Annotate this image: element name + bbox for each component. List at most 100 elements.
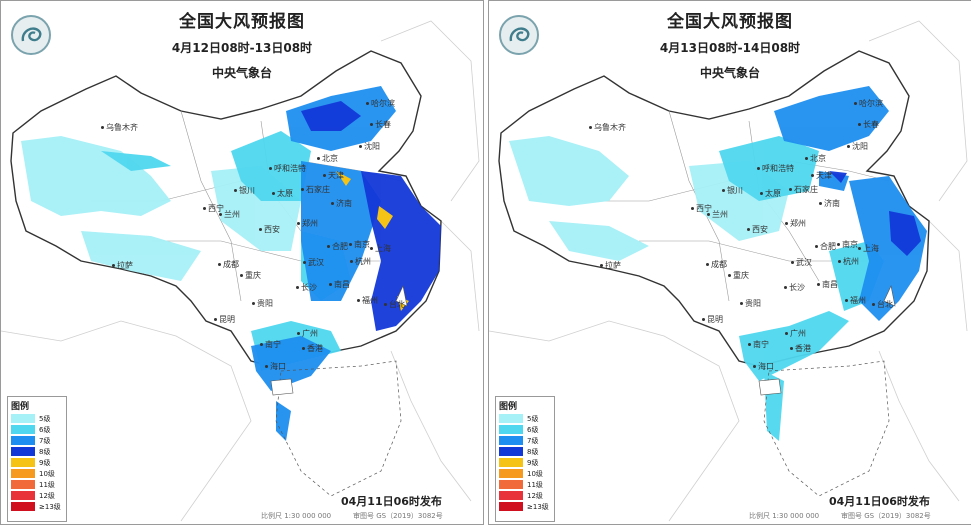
city-label: 济南: [331, 199, 352, 208]
city-label: 重庆: [728, 271, 749, 280]
legend-label: 6级: [527, 426, 539, 434]
city-label: 西安: [747, 225, 768, 234]
forecast-map-panel-left: 全国大风预报图 4月12日08时-13日08时 中央气象台 乌鲁木齐 哈尔滨 长…: [0, 0, 484, 525]
city-label: 香港: [790, 344, 811, 353]
legend-swatch: [11, 469, 35, 478]
city-label: 南宁: [748, 340, 769, 349]
city-label: 西宁: [203, 204, 224, 213]
city-label: 西安: [259, 225, 280, 234]
city-label: 成都: [218, 260, 239, 269]
legend-swatch: [11, 425, 35, 434]
city-label: 广州: [297, 329, 318, 338]
city-label: 拉萨: [112, 261, 133, 270]
city-label: 昆明: [214, 315, 235, 324]
map-scale: 比例尺 1:30 000 000: [749, 512, 820, 520]
city-label: 福州: [357, 296, 378, 305]
cma-logo-icon: [11, 15, 51, 55]
legend-swatch: [499, 447, 523, 456]
issuing-agency: 中央气象台: [211, 66, 272, 80]
issue-time: 04月11日06时发布: [341, 495, 442, 508]
city-label: 银川: [722, 186, 743, 195]
legend-label: 7级: [527, 437, 539, 445]
legend-label: 5级: [527, 415, 539, 423]
china-map: [489, 20, 968, 522]
city-label: 合肥: [815, 242, 836, 251]
city-label: 台北: [384, 300, 405, 309]
legend-swatch: [499, 425, 523, 434]
map-legend: 图例 5级 6级 7级 8级 9级 10级 11级 12级 ≥13级: [7, 396, 67, 522]
forecast-period: 4月12日08时-13日08时: [171, 41, 313, 55]
city-label: 南京: [349, 240, 370, 249]
legend-label: 12级: [527, 492, 543, 500]
legend-swatch: [11, 502, 35, 511]
city-label: 兰州: [707, 210, 728, 219]
legend-swatch: [499, 436, 523, 445]
legend-swatch: [11, 480, 35, 489]
legend-swatch: [499, 480, 523, 489]
city-label: 呼和浩特: [757, 164, 794, 173]
city-label: 济南: [819, 199, 840, 208]
city-label: 南宁: [260, 340, 281, 349]
city-label: 太原: [760, 189, 781, 198]
map-title: 全国大风预报图: [667, 12, 793, 32]
legend-label: 11级: [527, 481, 543, 489]
legend-label: ≥13级: [39, 503, 61, 511]
legend-swatch: [11, 447, 35, 456]
legend-swatch: [499, 414, 523, 423]
legend-label: ≥13级: [527, 503, 549, 511]
map-title: 全国大风预报图: [179, 12, 305, 32]
legend-swatch: [499, 458, 523, 467]
city-label: 郑州: [785, 219, 806, 228]
city-label: 武汉: [303, 258, 324, 267]
legend-label: 7级: [39, 437, 51, 445]
city-label: 台北: [872, 300, 893, 309]
city-label: 长春: [370, 120, 391, 129]
city-label: 南京: [837, 240, 858, 249]
legend-label: 8级: [527, 448, 539, 456]
city-label: 北京: [317, 154, 338, 163]
legend-swatch: [499, 469, 523, 478]
issue-time: 04月11日06时发布: [829, 495, 930, 508]
city-label: 银川: [234, 186, 255, 195]
city-label: 哈尔滨: [366, 99, 395, 108]
legend-title: 图例: [499, 402, 518, 412]
city-label: 南昌: [329, 280, 350, 289]
city-label: 拉萨: [600, 261, 621, 270]
city-label: 上海: [858, 244, 879, 253]
review-number: 审图号 GS（2019）3082号: [841, 512, 931, 520]
legend-swatch: [499, 491, 523, 500]
city-label: 香港: [302, 344, 323, 353]
legend-swatch: [11, 414, 35, 423]
city-label: 昆明: [702, 315, 723, 324]
legend-label: 11级: [39, 481, 55, 489]
forecast-map-panel-right: 全国大风预报图 4月13日08时-14日08时 中央气象台 乌鲁木齐 哈尔滨 长…: [488, 0, 971, 525]
city-label: 贵阳: [740, 299, 761, 308]
city-label: 合肥: [327, 242, 348, 251]
city-label: 武汉: [791, 258, 812, 267]
city-label: 上海: [370, 244, 391, 253]
city-label: 成都: [706, 260, 727, 269]
legend-label: 10级: [39, 470, 55, 478]
review-number: 审图号 GS（2019）3082号: [353, 512, 443, 520]
legend-label: 6级: [39, 426, 51, 434]
legend-label: 8级: [39, 448, 51, 456]
legend-label: 9级: [39, 459, 51, 467]
issuing-agency: 中央气象台: [699, 66, 760, 80]
city-label: 沈阳: [359, 142, 380, 151]
city-label: 广州: [785, 329, 806, 338]
legend-label: 5级: [39, 415, 51, 423]
legend-swatch: [499, 502, 523, 511]
legend-label: 10级: [527, 470, 543, 478]
city-label: 哈尔滨: [854, 99, 883, 108]
city-label: 天津: [323, 171, 344, 180]
map-legend: 图例 5级 6级 7级 8级 9级 10级 11级 12级 ≥13级: [495, 396, 555, 522]
city-label: 乌鲁木齐: [101, 123, 138, 132]
map-scale: 比例尺 1:30 000 000: [261, 512, 332, 520]
city-label: 贵阳: [252, 299, 273, 308]
legend-label: 9级: [527, 459, 539, 467]
legend-label: 12级: [39, 492, 55, 500]
forecast-period: 4月13日08时-14日08时: [659, 41, 801, 55]
city-label: 太原: [272, 189, 293, 198]
china-map: [1, 20, 480, 522]
city-label: 乌鲁木齐: [589, 123, 626, 132]
